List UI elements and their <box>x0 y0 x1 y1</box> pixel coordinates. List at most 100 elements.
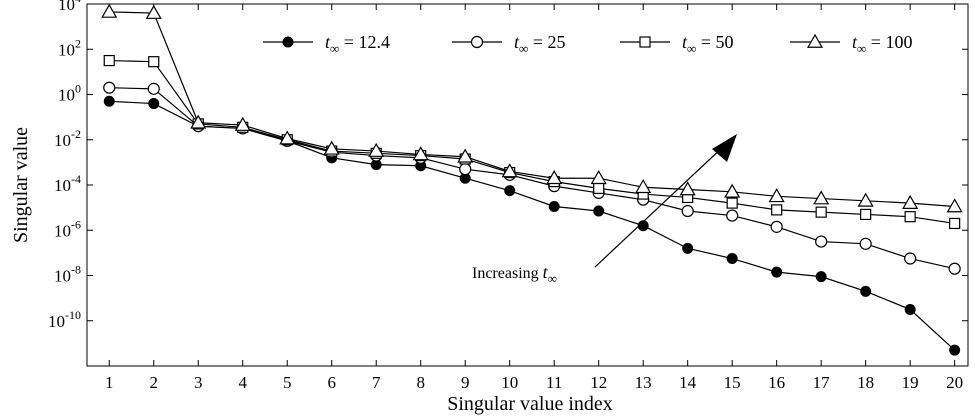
data-point <box>368 142 385 157</box>
data-point <box>771 204 783 216</box>
data-point <box>457 148 474 163</box>
x-tick-label: 19 <box>902 373 919 392</box>
y-tick-label: 10-4 <box>54 172 81 195</box>
data-point <box>279 130 296 145</box>
series-0 <box>103 95 961 356</box>
data-point <box>815 271 827 283</box>
data-point <box>724 183 741 198</box>
annotation-label: Increasing t∞ <box>472 262 557 286</box>
data-point <box>682 242 694 254</box>
series-3 <box>101 3 963 213</box>
data-point <box>948 262 961 275</box>
data-point <box>103 95 115 107</box>
data-point <box>904 211 916 223</box>
data-point <box>860 208 872 221</box>
data-point <box>770 220 783 233</box>
data-point <box>681 204 694 218</box>
x-tick-label: 10 <box>501 373 518 392</box>
x-tick-label: 7 <box>372 373 381 392</box>
legend-label: t∞ = 12.4 <box>325 32 390 56</box>
data-point <box>103 54 115 67</box>
data-point <box>101 3 118 18</box>
legend-marker <box>639 36 651 48</box>
x-tick-label: 3 <box>194 373 203 392</box>
data-point <box>726 209 739 222</box>
y-axis-title: Singular value <box>10 127 32 243</box>
legend-marker <box>470 35 484 49</box>
x-tick-label: 15 <box>724 373 741 392</box>
y-tick-label: 100 <box>58 82 81 105</box>
data-point <box>902 194 919 209</box>
data-point <box>148 56 160 68</box>
data-point <box>593 205 605 217</box>
series-line <box>109 87 955 270</box>
data-point <box>904 303 916 315</box>
series-line <box>109 11 955 208</box>
data-point <box>904 252 917 265</box>
data-point <box>501 163 518 178</box>
legend-label: t∞ = 50 <box>682 32 733 56</box>
y-tick-label: 10-8 <box>54 263 81 286</box>
x-tick-label: 11 <box>546 373 562 392</box>
x-tick-label: 17 <box>813 373 831 392</box>
series-line <box>109 100 956 351</box>
data-point <box>813 190 830 205</box>
x-tick-label: 16 <box>768 373 785 392</box>
axis-ticks: 1 2 3 4 5 6 7 8 9 10 11 12 13 14 15 16 17 18 19 2010-1010-8… <box>48 0 968 392</box>
data-point <box>593 182 605 194</box>
x-axis-title: Singular value index <box>447 393 613 415</box>
series-line <box>109 59 955 225</box>
plot-frame <box>86 3 969 367</box>
data-point <box>726 253 738 265</box>
data-point <box>548 200 560 212</box>
data-point <box>148 98 160 110</box>
data-point <box>949 344 961 356</box>
legend-label: t∞ = 100 <box>852 32 912 56</box>
y-tick-label: 10-2 <box>54 127 81 150</box>
legend-entry: t∞ = 100 <box>790 32 912 56</box>
x-tick-label: 5 <box>283 373 292 392</box>
x-tick-label: 14 <box>679 373 697 392</box>
data-point <box>860 285 872 297</box>
data-point <box>815 235 828 248</box>
y-tick-label: 102 <box>58 36 81 59</box>
x-tick-label: 18 <box>857 373 874 392</box>
data-point <box>323 140 340 155</box>
legend-entry: t∞ = 12.4 <box>263 32 390 56</box>
data-point <box>726 197 738 209</box>
data-point <box>546 170 563 185</box>
data-point <box>190 114 207 129</box>
legend-entry: t∞ = 50 <box>620 32 733 56</box>
annotation: Increasing t∞ <box>472 134 737 286</box>
annotation-arrow-line <box>594 144 726 268</box>
data-point <box>145 4 162 19</box>
x-tick-label: 9 <box>461 373 470 392</box>
y-tick-label: 10-10 <box>48 308 81 331</box>
data-point <box>857 192 874 207</box>
data-point <box>768 188 785 203</box>
y-tick-label: 10-6 <box>54 217 81 240</box>
data-point <box>946 198 963 213</box>
data-point <box>234 116 251 131</box>
x-tick-label: 12 <box>590 373 607 392</box>
data-point <box>147 82 160 95</box>
y-tick-label: 104 <box>58 0 81 14</box>
data-point <box>635 179 652 194</box>
data-point <box>859 237 872 250</box>
data-point <box>771 266 783 278</box>
data-point <box>459 163 472 176</box>
data-point <box>949 217 961 230</box>
x-tick-label: 6 <box>327 373 336 392</box>
data-point <box>679 181 696 196</box>
legend-entry: t∞ = 25 <box>452 32 565 56</box>
x-tick-label: 13 <box>635 373 652 392</box>
x-tick-label: 1 <box>105 373 114 392</box>
legend-marker <box>282 36 294 48</box>
data-point <box>504 185 516 197</box>
x-tick-label: 4 <box>238 373 247 392</box>
series-1 <box>103 81 961 275</box>
data-point <box>412 146 429 161</box>
series-layer <box>101 3 963 356</box>
legend: t∞ = 12.4 t∞ = 25 t∞ = 50 t∞ = 100 <box>263 32 912 56</box>
